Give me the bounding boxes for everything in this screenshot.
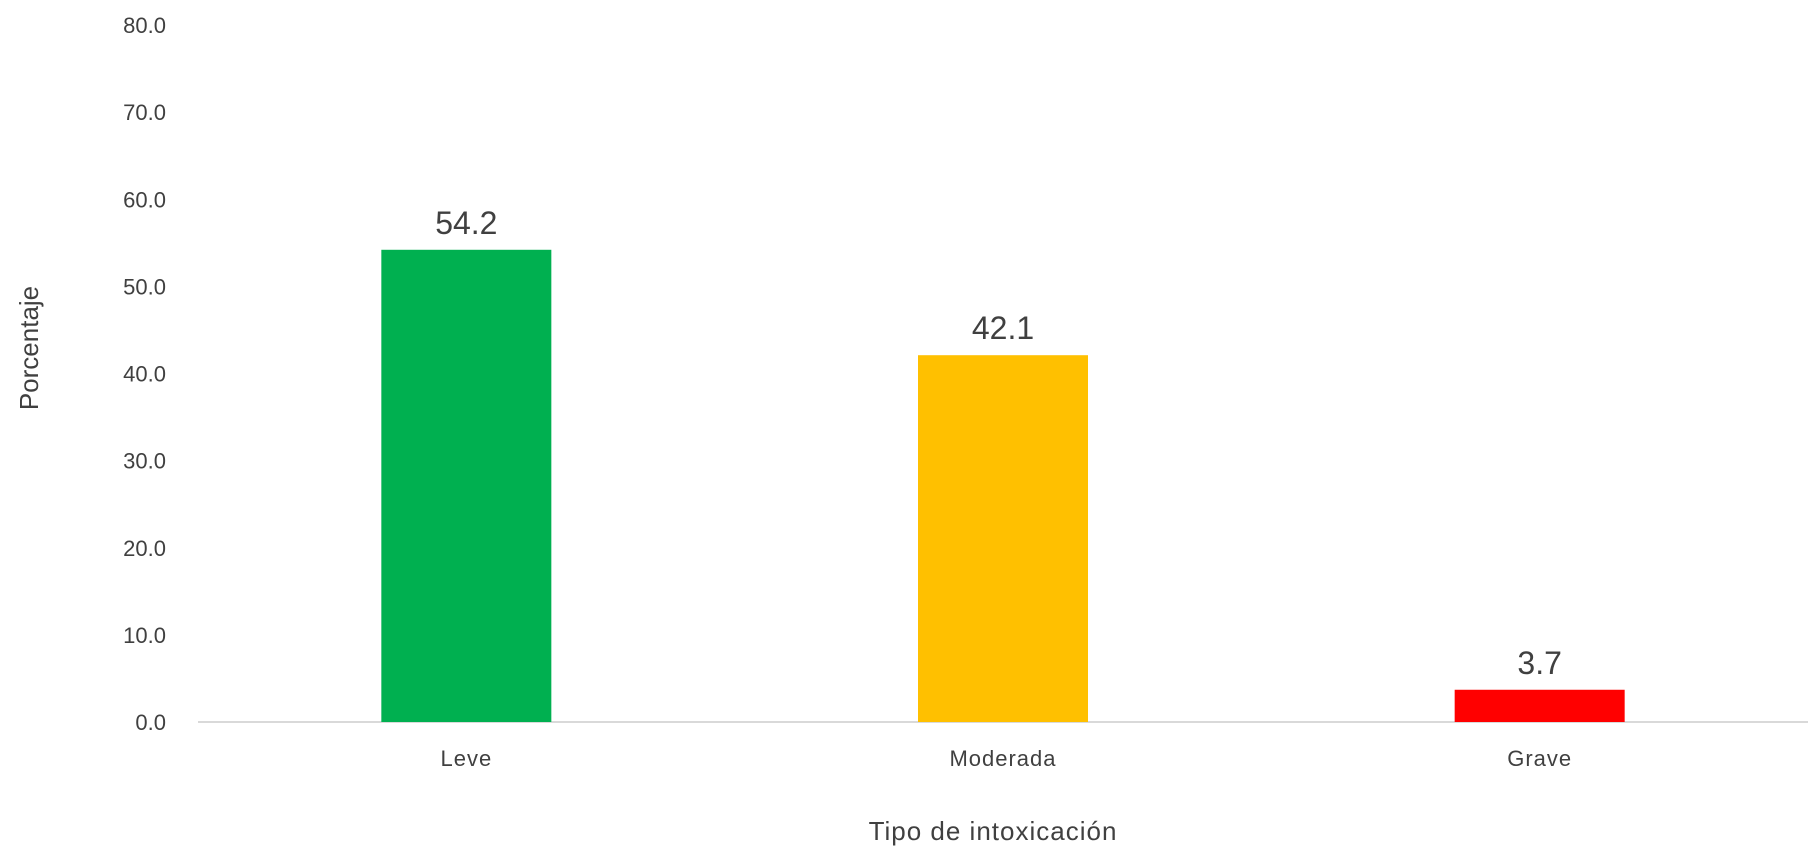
data-labels-group: 54.2 42.1 3.7 [435, 205, 1562, 681]
x-category-label: Leve [440, 746, 492, 771]
y-tick-label: 0.0 [135, 710, 166, 735]
y-tick-label: 70.0 [123, 100, 166, 125]
y-axis-title: Porcentaje [14, 286, 44, 410]
y-tick-label: 40.0 [123, 362, 166, 387]
data-label: 54.2 [435, 205, 497, 241]
bar-moderada [918, 355, 1088, 722]
x-axis-title: Tipo de intoxicación [869, 816, 1118, 846]
y-tick-label: 30.0 [123, 449, 166, 474]
bars-group [381, 249, 1625, 722]
x-category-label: Grave [1507, 746, 1572, 771]
y-tick-label: 10.0 [123, 623, 166, 648]
data-label: 42.1 [972, 310, 1034, 346]
y-tick-label: 50.0 [123, 274, 166, 299]
x-category-label: Moderada [949, 746, 1056, 771]
bar-leve [381, 249, 552, 722]
y-tick-label: 60.0 [123, 187, 166, 212]
y-tick-label: 80.0 [123, 13, 166, 38]
bar-grave [1454, 689, 1625, 722]
y-tick-label: 20.0 [123, 536, 166, 561]
data-label: 3.7 [1517, 645, 1561, 681]
x-axis-category-labels: Leve Moderada Grave [440, 746, 1572, 771]
y-axis-ticks: 0.0 10.0 20.0 30.0 40.0 50.0 60.0 70.0 80.0 [123, 13, 166, 735]
